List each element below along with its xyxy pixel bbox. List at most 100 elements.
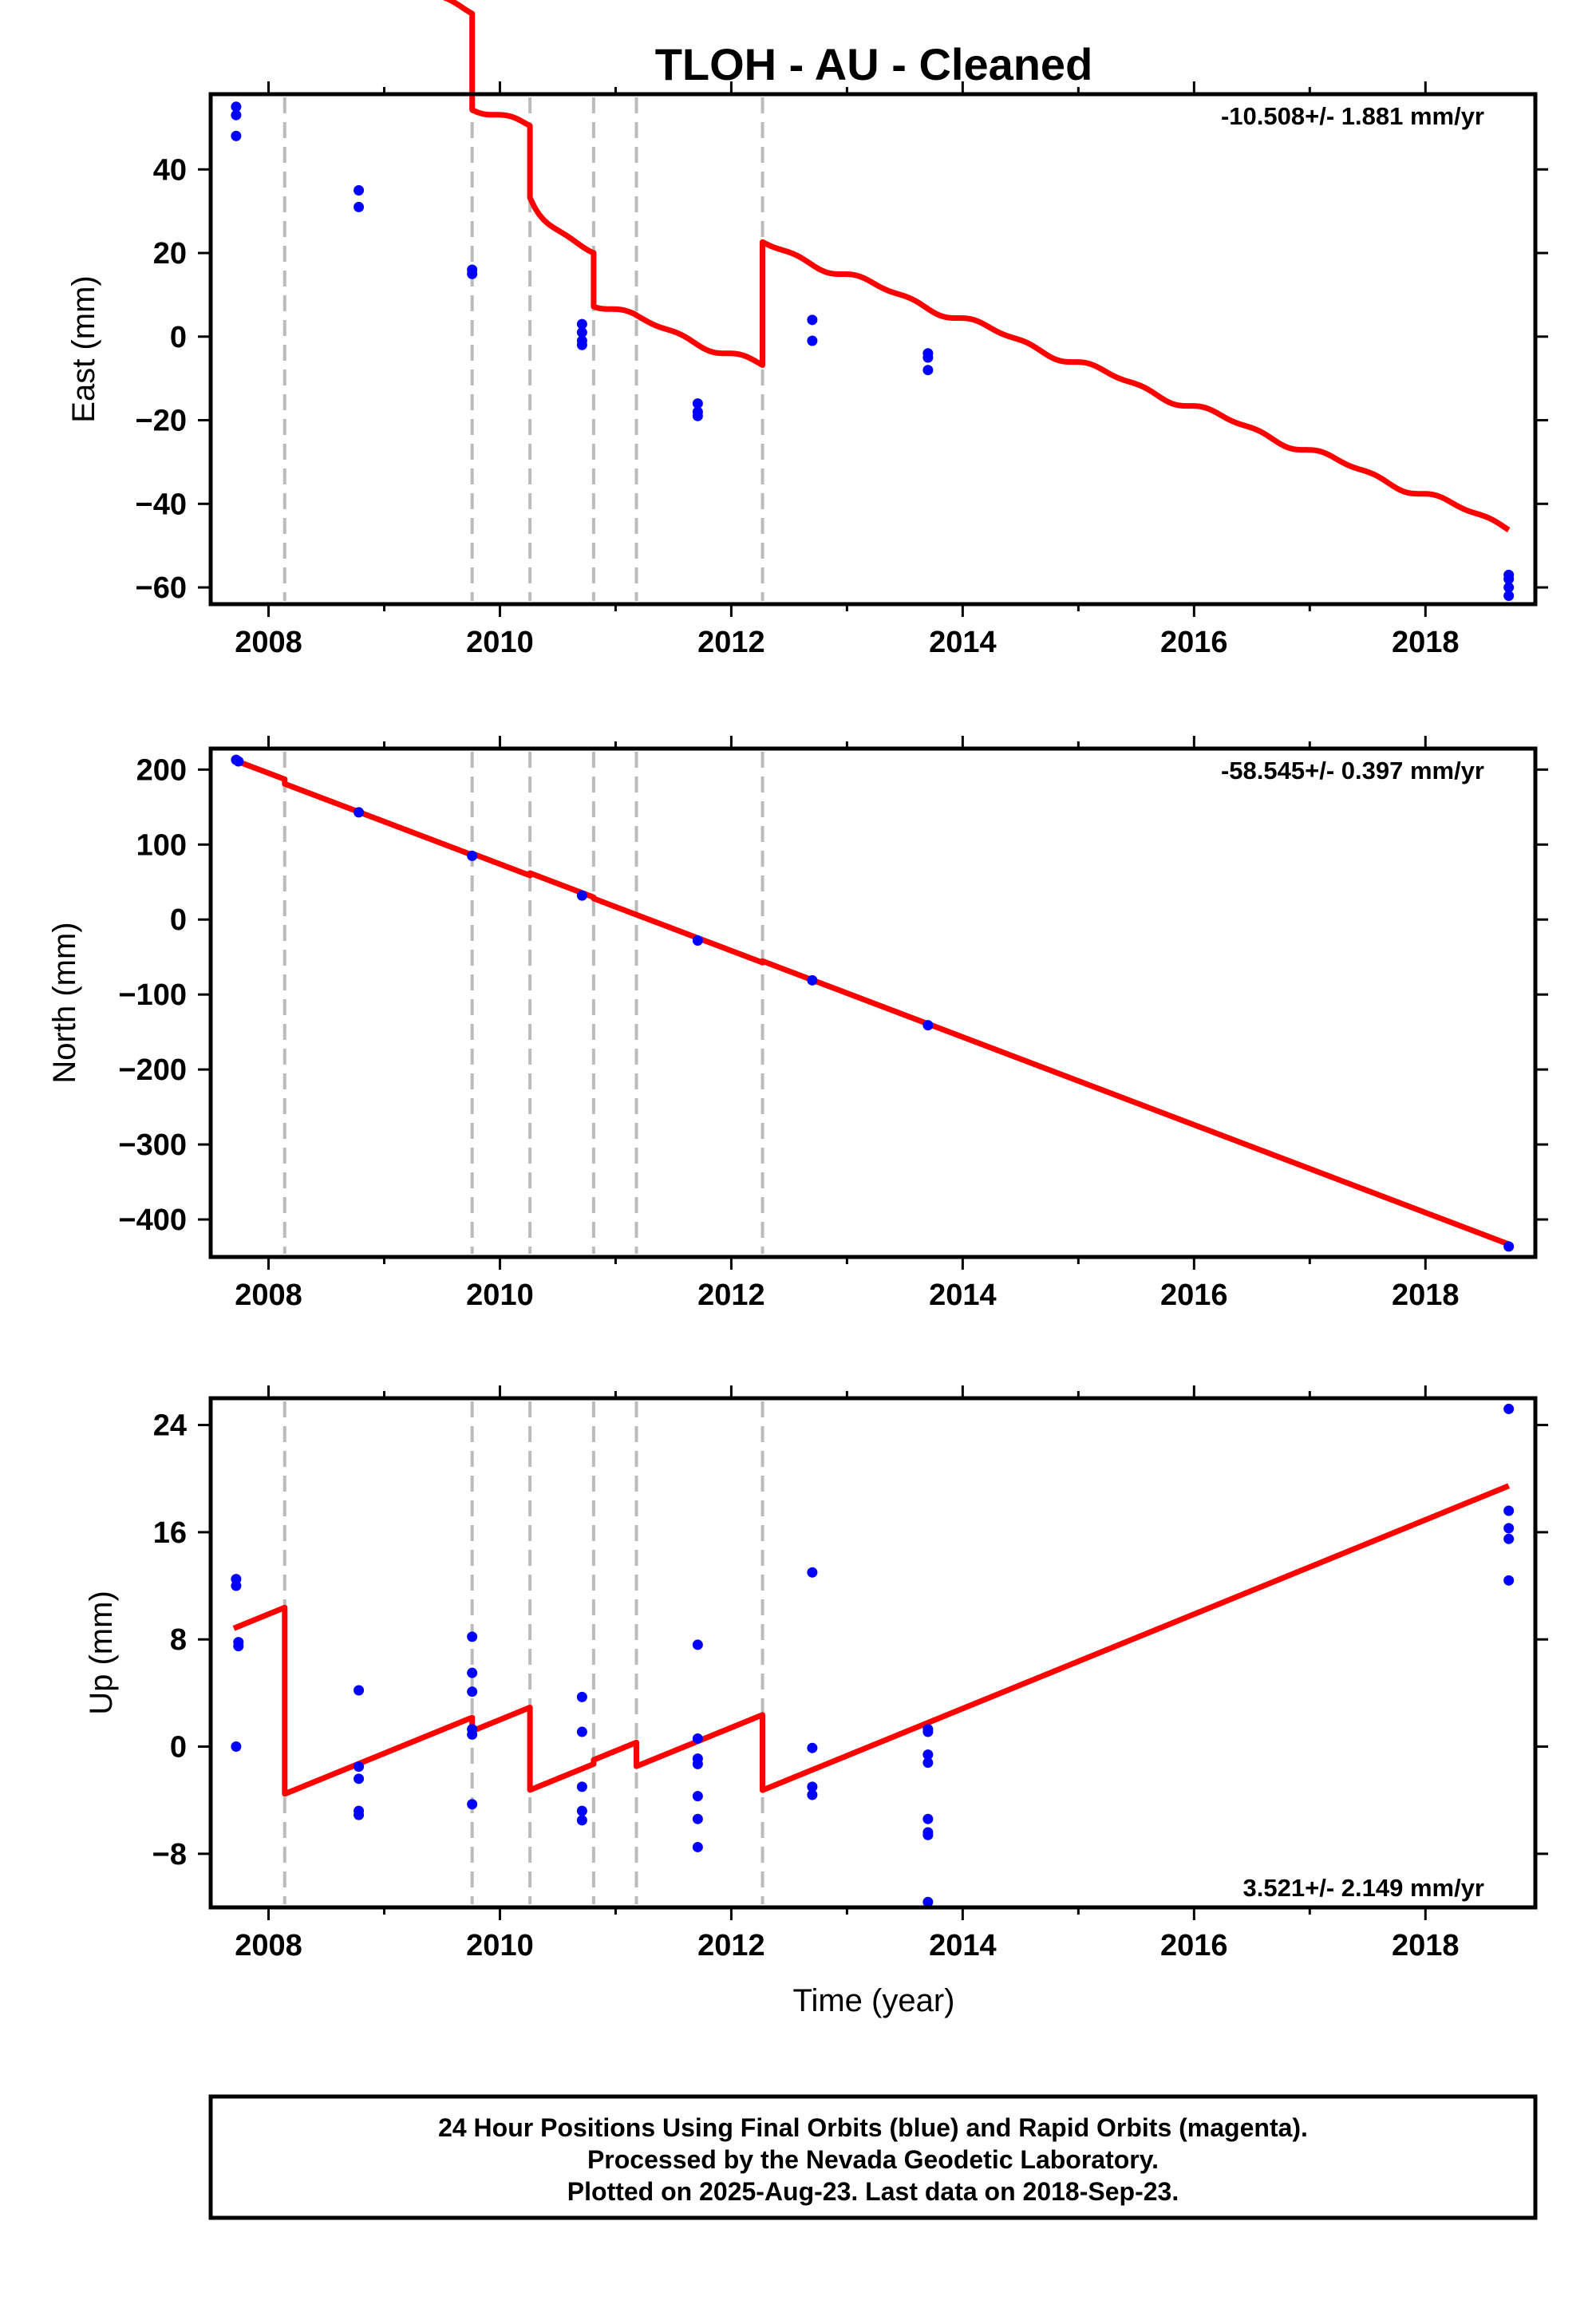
rate-annotation: -10.508+/- 1.881 mm/yr — [1221, 102, 1484, 130]
data-point — [1503, 1241, 1515, 1252]
data-point — [1503, 1505, 1515, 1516]
x-tick-label: 2014 — [929, 626, 997, 659]
data-point — [576, 1726, 587, 1737]
footer-line-2: Processed by the Nevada Geodetic Laborat… — [587, 2145, 1159, 2174]
plot-frame — [208, 1396, 1538, 1910]
y-tick-label: −60 — [136, 571, 187, 605]
y-tick-label: −200 — [118, 1053, 187, 1087]
model-line — [443, 0, 1511, 533]
up-panel: 2008 2010 2012 2014 2016 2018 24 16 8 0 −8 Up (mm) 3… — [84, 1385, 1548, 1962]
footer-line-1: 24 Hour Positions Using Final Orbits (bl… — [438, 2113, 1308, 2142]
data-point — [576, 318, 587, 330]
data-point — [576, 327, 587, 338]
y-tick-label: 8 — [170, 1623, 187, 1657]
y-tick-label: 20 — [153, 237, 187, 271]
data-point — [922, 1896, 934, 1907]
data-point — [1503, 591, 1515, 602]
data-point — [1503, 1533, 1515, 1544]
data-point — [354, 184, 365, 196]
north-panel: 2008 2010 2012 2014 2016 2018 200 100 0 −100 −200 −… — [47, 736, 1548, 1312]
x-tick-label: 2012 — [697, 1929, 765, 1962]
data-point — [576, 339, 587, 350]
data-point — [354, 1685, 365, 1696]
data-point — [807, 974, 818, 986]
data-point — [576, 1691, 587, 1702]
x-tick-label: 2014 — [929, 1929, 997, 1962]
data-point — [692, 1733, 703, 1744]
data-point — [807, 1781, 818, 1792]
data-point — [467, 850, 478, 861]
x-tick-label: 2016 — [1160, 1929, 1228, 1962]
data-point — [576, 1805, 587, 1816]
x-tick-label: 2010 — [466, 626, 534, 659]
y-tick-label: 16 — [153, 1516, 187, 1550]
data-point — [354, 1761, 365, 1773]
data-point — [807, 1742, 818, 1753]
data-point — [922, 1829, 934, 1840]
y-tick-label: −100 — [118, 978, 187, 1012]
data-point — [922, 1813, 934, 1824]
data-point — [231, 109, 242, 121]
data-point — [354, 1809, 365, 1820]
y-tick-label: −20 — [136, 405, 187, 438]
y-tick-label: −8 — [152, 1838, 187, 1871]
data-point — [233, 756, 244, 767]
x-tick-label: 2008 — [235, 626, 302, 659]
data-point — [467, 1799, 478, 1810]
data-point — [467, 268, 478, 279]
y-tick-label: 0 — [170, 1731, 187, 1765]
x-tick-label: 2010 — [466, 1279, 534, 1312]
east-panel: 2008 2010 2012 2014 2016 2018 40 20 0 −20 −40 −60 Ea… — [66, 0, 1548, 659]
x-axis-label: Time (year) — [793, 1983, 955, 2018]
data-point — [922, 1726, 934, 1737]
data-point — [231, 1580, 242, 1591]
x-tick-label: 2018 — [1392, 626, 1460, 659]
y-tick-label: 0 — [170, 903, 187, 937]
model-line — [231, 1483, 1511, 1797]
data-point — [692, 1791, 703, 1802]
data-point — [576, 890, 587, 901]
data-point — [692, 410, 703, 421]
y-tick-label: −400 — [118, 1203, 187, 1237]
data-point — [807, 1789, 818, 1800]
y-tick-label: 24 — [153, 1409, 187, 1443]
data-point — [354, 201, 365, 212]
plot-frame — [208, 746, 1538, 1259]
x-tick-label: 2010 — [466, 1929, 534, 1962]
data-point — [231, 101, 242, 113]
x-tick-label: 2012 — [697, 626, 765, 659]
model-line — [231, 757, 1511, 1247]
data-point — [922, 1020, 934, 1031]
data-point — [576, 1815, 587, 1826]
y-axis-label: Up (mm) — [84, 1591, 119, 1715]
x-tick-label: 2008 — [235, 1929, 302, 1962]
data-point — [692, 1639, 703, 1650]
data-point — [922, 1757, 934, 1769]
data-point — [922, 1749, 934, 1761]
footer-box — [208, 2094, 1538, 2220]
data-point — [467, 1631, 478, 1642]
data-point — [576, 1781, 587, 1792]
data-point — [231, 1741, 242, 1753]
x-tick-label: 2008 — [235, 1279, 302, 1312]
data-point — [807, 1567, 818, 1578]
figure-title: TLOH - AU - Cleaned — [655, 39, 1093, 89]
rate-annotation: -58.545+/- 0.397 mm/yr — [1221, 757, 1484, 785]
data-point — [233, 1641, 244, 1652]
rate-annotation: 3.521+/- 2.149 mm/yr — [1243, 1874, 1484, 1902]
footer-line-3: Plotted on 2025-Aug-23. Last data on 201… — [567, 2177, 1179, 2206]
y-tick-label: 100 — [136, 828, 187, 862]
y-tick-label: 200 — [136, 753, 187, 787]
y-tick-label: 0 — [170, 321, 187, 354]
data-point — [692, 935, 703, 947]
data-point — [1503, 1523, 1515, 1534]
y-tick-label: −300 — [118, 1128, 187, 1162]
x-tick-label: 2018 — [1392, 1929, 1460, 1962]
data-point — [467, 1667, 478, 1678]
data-point — [807, 314, 818, 326]
x-tick-label: 2016 — [1160, 626, 1228, 659]
data-point — [922, 365, 934, 376]
data-point — [692, 398, 703, 409]
data-point — [1503, 574, 1515, 585]
data-point — [354, 1773, 365, 1784]
